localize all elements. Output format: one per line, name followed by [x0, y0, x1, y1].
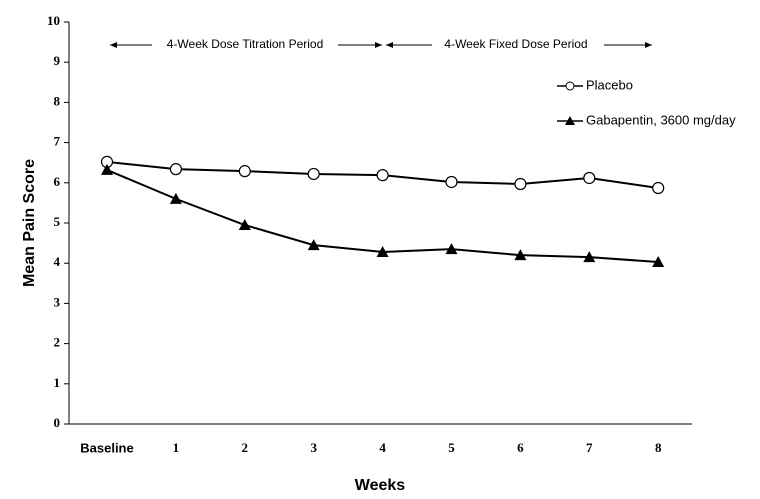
legend-marker [565, 116, 575, 125]
annotation: 4-Week Dose Titration Period [167, 37, 324, 51]
x-tick-label: 1 [173, 440, 180, 455]
x-tick-label: 5 [448, 440, 455, 455]
point [169, 192, 182, 204]
point [307, 167, 320, 181]
point [514, 249, 527, 261]
x-axis-label: Weeks [355, 477, 406, 494]
point [583, 251, 596, 263]
y-tick-label: 1 [54, 375, 61, 390]
y-tick-label: 9 [54, 53, 61, 68]
point [652, 255, 665, 267]
y-tick-label: 8 [54, 93, 61, 108]
y-tick-label: 7 [54, 134, 61, 149]
x-tick-label: 4 [379, 440, 386, 455]
point [583, 171, 596, 185]
y-axis-label: Mean Pain Score [21, 159, 38, 287]
legend-label: Gabapentin, 3600 mg/day [586, 112, 736, 127]
y-tick-label: 3 [54, 294, 61, 309]
point [445, 175, 458, 189]
point [307, 239, 320, 251]
y-tick-label: 4 [54, 254, 61, 269]
point [169, 163, 182, 176]
point [238, 219, 251, 231]
point [445, 243, 458, 255]
x-tick-label: 7 [586, 440, 593, 455]
y-tick-label: 6 [54, 174, 61, 189]
annotation: 4-Week Fixed Dose Period [444, 37, 587, 51]
x-tick-label: 2 [242, 440, 249, 455]
x-tick-label: Baseline [80, 440, 133, 455]
point [376, 169, 389, 182]
legend-marker [565, 81, 575, 91]
point [101, 163, 113, 175]
legend-label: Placebo [586, 77, 633, 92]
x-tick-label: 3 [310, 440, 317, 455]
point [238, 165, 251, 178]
point [652, 181, 665, 195]
point [514, 177, 527, 191]
y-tick-label: 10 [47, 13, 60, 28]
y-tick-label: 2 [54, 335, 61, 350]
y-tick-label: 0 [54, 415, 61, 430]
x-tick-label: 8 [655, 440, 662, 455]
x-tick-label: 6 [517, 440, 524, 455]
point [376, 245, 389, 257]
y-tick-label: 5 [54, 214, 61, 229]
